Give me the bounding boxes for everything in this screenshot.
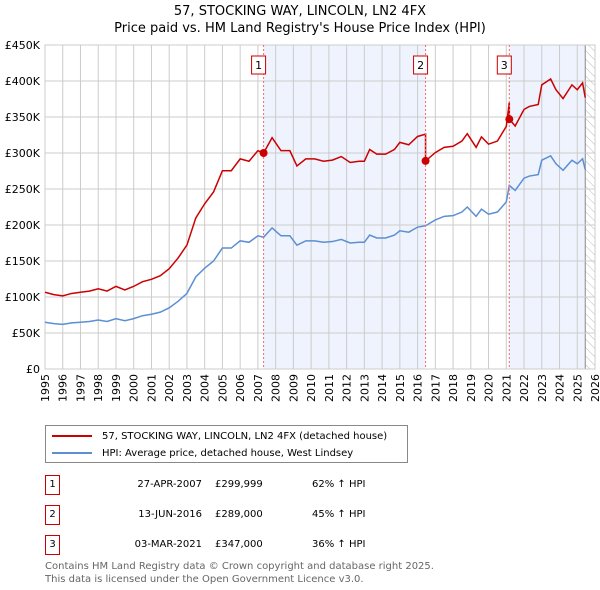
- sale-marker-number: 2: [417, 59, 424, 72]
- price-chart: 1995 1996 1997 1998 1999 2000 2001 2002 2003 2004…: [5, 39, 600, 402]
- x-tick-label: 2018: [447, 374, 460, 402]
- x-tick-label: 2003: [181, 374, 194, 402]
- sale-price: £299,999: [215, 479, 263, 490]
- y-tick-label: £350K: [5, 111, 41, 124]
- sale-marker-box: [251, 55, 267, 75]
- x-tick-label: 2024: [554, 374, 567, 402]
- sale-price: £289,000: [215, 509, 263, 520]
- x-tick-label: 2016: [412, 374, 425, 402]
- x-tick-label: 1995: [39, 374, 52, 402]
- x-tick-label: 2020: [483, 374, 496, 402]
- sale-marker-number: 1: [255, 59, 262, 72]
- sale-marker-label: 3: [45, 535, 60, 555]
- y-tick-label: £0: [26, 363, 40, 376]
- ownership-period-shade: [263, 45, 426, 369]
- x-tick-label: 1999: [110, 374, 123, 402]
- x-tick-label: 2002: [163, 374, 176, 402]
- sale-date: 27-APR-2007: [137, 479, 202, 490]
- y-tick-label: £50K: [12, 327, 41, 340]
- x-tick-label: 2010: [305, 374, 318, 402]
- sale-date: 03-MAR-2021: [134, 539, 202, 550]
- sale-row: 3 03-MAR-2021 £347,000 36% ↑ HPI: [45, 535, 445, 555]
- x-tick-label: 2011: [323, 374, 336, 402]
- x-tick-label: 2023: [536, 374, 549, 402]
- legend-label-hpi: HPI: Average price, detached house, West…: [102, 447, 354, 459]
- sale-marker-number: 3: [501, 59, 508, 72]
- legend-item-hpi: HPI: Average price, detached house, West…: [52, 445, 353, 461]
- x-tick-label: 2026: [589, 374, 600, 402]
- sale-hpi-diff: 36% ↑ HPI: [312, 539, 366, 550]
- y-tick-label: £200K: [5, 219, 41, 232]
- x-tick-label: 2000: [128, 374, 141, 402]
- legend-item-property: 57, STOCKING WAY, LINCOLN, LN2 4FX (deta…: [52, 428, 387, 444]
- sale-marker-label: 2: [45, 505, 60, 525]
- future-hatch: [585, 45, 595, 369]
- x-tick-label: 1997: [74, 374, 87, 402]
- sale-hpi-diff: 62% ↑ HPI: [312, 479, 366, 490]
- sale-marker-box: [496, 55, 512, 75]
- x-tick-label: 1998: [92, 374, 105, 402]
- legend: 57, STOCKING WAY, LINCOLN, LN2 4FX (deta…: [45, 425, 408, 463]
- y-tick-label: £100K: [5, 291, 41, 304]
- ownership-period-shade: [509, 45, 586, 369]
- x-tick-label: 2017: [429, 374, 442, 402]
- plot-frame: [44, 44, 596, 370]
- legend-label-property: 57, STOCKING WAY, LINCOLN, LN2 4FX (deta…: [102, 430, 388, 442]
- sale-row: 1 27-APR-2007 £299,999 62% ↑ HPI: [45, 475, 445, 495]
- x-tick-label: 1996: [57, 374, 70, 402]
- x-tick-label: 2005: [216, 374, 229, 402]
- x-tick-label: 2013: [358, 374, 371, 402]
- sale-row: 2 13-JUN-2016 £289,000 45% ↑ HPI: [45, 505, 445, 525]
- legend-swatch-blue: [52, 452, 92, 454]
- x-tick-label: 2007: [252, 374, 265, 402]
- hpi-line: [44, 154, 586, 326]
- y-tick-label: £250K: [5, 183, 41, 196]
- sale-marker-box: [413, 55, 429, 75]
- x-tick-label: 2008: [270, 374, 283, 402]
- sale-point: [505, 115, 514, 124]
- x-tick-label: 2019: [465, 374, 478, 402]
- x-tick-label: 2022: [518, 374, 531, 402]
- x-tick-label: 2021: [500, 374, 513, 402]
- x-tick-label: 2014: [376, 374, 389, 402]
- y-tick-label: £450K: [5, 39, 41, 52]
- y-tick-label: £300K: [5, 147, 41, 160]
- y-tick-label: £150K: [5, 255, 41, 268]
- sale-point: [421, 156, 430, 165]
- x-tick-label: 2001: [145, 374, 158, 402]
- sale-date: 13-JUN-2016: [138, 509, 202, 520]
- x-tick-label: 2009: [287, 374, 300, 402]
- x-tick-label: 2015: [394, 374, 407, 402]
- sale-price: £347,000: [215, 539, 263, 550]
- footer-licence: This data is licensed under the Open Gov…: [45, 574, 364, 585]
- chart-title-line2: Price paid vs. HM Land Registry's House …: [114, 21, 486, 36]
- footer-copyright: Contains HM Land Registry data © Crown c…: [45, 561, 434, 572]
- sale-marker-label: 1: [45, 475, 60, 495]
- x-tick-label: 2012: [341, 374, 354, 402]
- sale-hpi-diff: 45% ↑ HPI: [312, 509, 366, 520]
- legend-swatch-red: [52, 435, 92, 437]
- sale-point: [259, 149, 268, 158]
- y-tick-label: £400K: [5, 75, 41, 88]
- x-tick-label: 2004: [199, 374, 212, 402]
- chart-title-line1: 57, STOCKING WAY, LINCOLN, LN2 4FX: [173, 4, 427, 19]
- x-tick-label: 2006: [234, 374, 247, 402]
- x-tick-label: 2025: [571, 374, 584, 402]
